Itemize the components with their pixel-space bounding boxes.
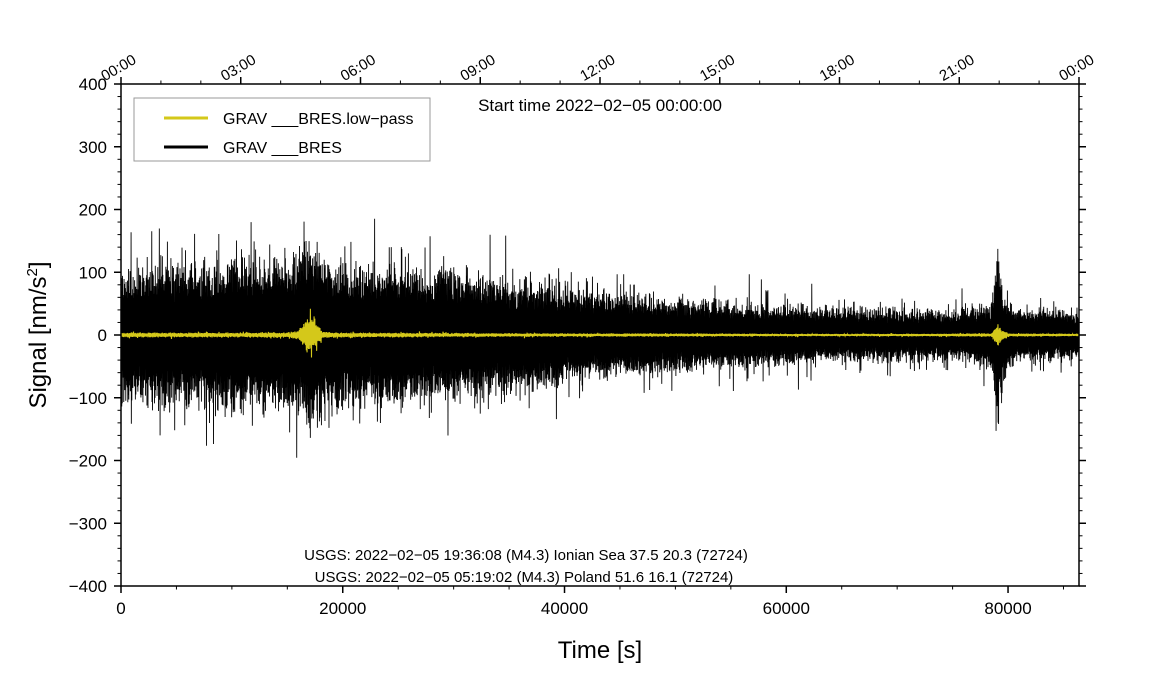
x-tick-label: 20000 (319, 599, 366, 618)
x-tick-label: 0 (116, 599, 125, 618)
y-axis-label: Signal [nm/s2] (24, 261, 52, 408)
y-tick-label: 400 (79, 75, 107, 94)
plot-area (121, 218, 1079, 458)
y-axis-label-end: ] (25, 261, 52, 268)
legend-label-lowpass: GRAV ___BRES.low−pass (223, 111, 413, 128)
y-tick-label: −100 (69, 389, 107, 408)
y-axis-label-superscript: 2 (24, 268, 41, 276)
y-axis: 400 300 200 100 0 −100 −200 −300 −400 (69, 75, 1086, 596)
x-axis: 0 20000 40000 60000 80000 (116, 586, 1064, 618)
x-tick-label: 60000 (763, 599, 810, 618)
y-tick-label: 100 (79, 263, 107, 282)
legend-box (133, 97, 431, 162)
series-lowpass-trace (121, 308, 1079, 358)
y-tick-label: −200 (69, 452, 107, 471)
annotation-poland: USGS: 2022−02−05 05:19:02 (M4.3) Poland … (315, 569, 734, 586)
start-time-label: Start time 2022−02−05 00:00:00 (478, 96, 722, 115)
x-axis-label: Time [s] (558, 637, 642, 664)
y-tick-label: −300 (69, 514, 107, 533)
legend: GRAV ___BRES.low−pass GRAV ___BRES (133, 97, 431, 162)
x-tick-label: 80000 (984, 599, 1031, 618)
annotation-ionian-sea: USGS: 2022−02−05 19:36:08 (M4.3) Ionian … (304, 547, 748, 564)
series-raw-trace (121, 218, 1079, 458)
x-tick-label: 40000 (541, 599, 588, 618)
y-tick-label: −400 (69, 577, 107, 596)
y-tick-label: 300 (79, 138, 107, 157)
y-tick-label: 200 (79, 201, 107, 220)
y-tick-label: 0 (98, 326, 107, 345)
legend-label-raw: GRAV ___BRES (223, 140, 342, 157)
y-axis-label-main: Signal [nm/s (25, 276, 52, 408)
